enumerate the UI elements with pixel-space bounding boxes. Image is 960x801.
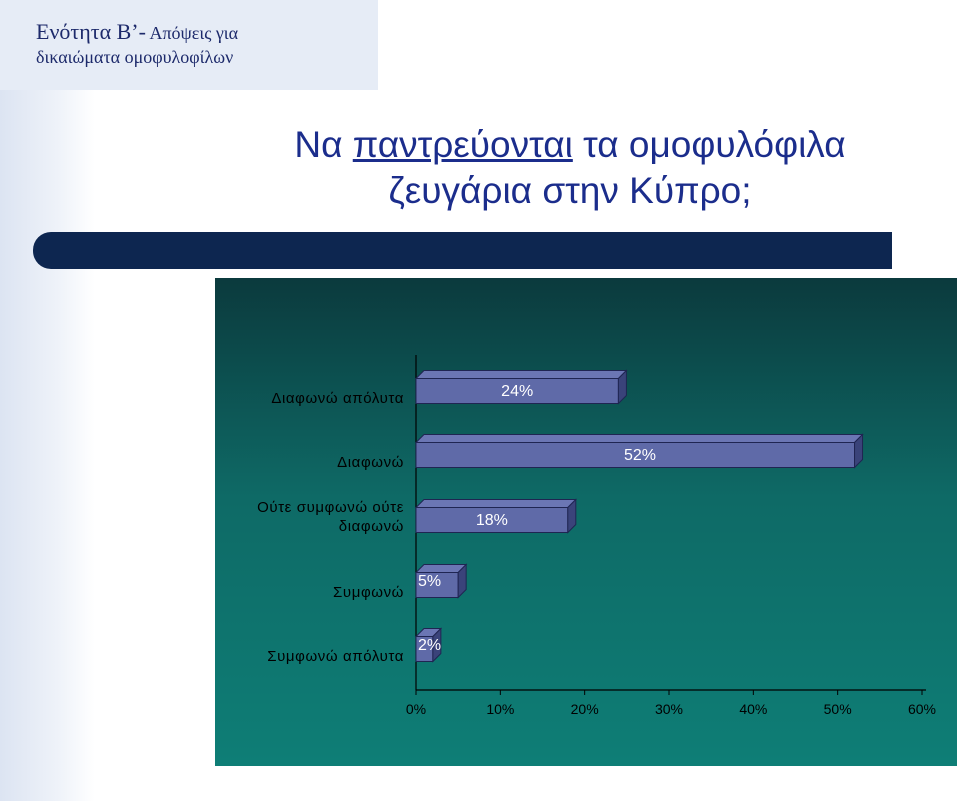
section-label-line1: Ενότητα Β’- Απόψεις για [36, 18, 366, 46]
x-tick-label: 30% [655, 701, 683, 717]
x-tick-label: 0% [406, 701, 426, 717]
category-label: Συμφωνώ [333, 584, 404, 601]
x-tick-label: 50% [824, 701, 852, 717]
bar-top-face [414, 499, 578, 508]
bar [415, 378, 619, 404]
section-label-small: Απόψεις για [145, 23, 239, 43]
title-divider-bar [33, 232, 892, 269]
x-tick-label: 40% [739, 701, 767, 717]
title-prefix: Να [294, 124, 353, 165]
data-label: 5% [418, 573, 441, 590]
bar-side-face [457, 563, 467, 599]
bar-top-face [414, 564, 468, 573]
section-label: Ενότητα Β’- Απόψεις για δικαιώματα ομοφυ… [36, 18, 366, 68]
section-band [0, 0, 378, 90]
category-label: Διαφωνώ απόλυτα [271, 390, 404, 407]
bar-side-face [617, 369, 627, 405]
section-label-line2: δικαιώματα ομοφυλοφίλων [36, 46, 234, 67]
bar-side-face [854, 433, 864, 469]
chart-panel [215, 278, 957, 766]
data-label: 18% [476, 512, 508, 529]
slide-title: Να παντρεύονται τα ομοφυλόφιλα ζευγάρια … [150, 122, 960, 214]
x-tick-label: 20% [571, 701, 599, 717]
bar-top-face [414, 370, 628, 379]
data-label: 2% [418, 637, 441, 654]
category-label: Ούτε συμφωνώ ούτε [257, 499, 404, 516]
x-tick-label: 10% [486, 701, 514, 717]
x-tick-label: 60% [908, 701, 936, 717]
bar-top-face [414, 434, 864, 443]
category-label: Διαφωνώ [337, 454, 404, 471]
bar [415, 507, 569, 533]
section-label-main: Ενότητα Β’- [36, 19, 146, 44]
title-line2: ζευγάρια στην Κύπρο; [388, 170, 752, 211]
data-label: 52% [624, 447, 656, 464]
title-underlined-word: παντρεύονται [352, 124, 573, 165]
bar-side-face [432, 627, 442, 663]
bar-side-face [567, 498, 577, 534]
data-label: 24% [501, 383, 533, 400]
bar [415, 442, 856, 468]
title-suffix: τα ομοφυλόφιλα [572, 124, 846, 165]
left-decor-strip [0, 0, 95, 801]
category-label: διαφωνώ [339, 518, 404, 535]
category-label: Συμφωνώ απόλυτα [267, 648, 404, 665]
